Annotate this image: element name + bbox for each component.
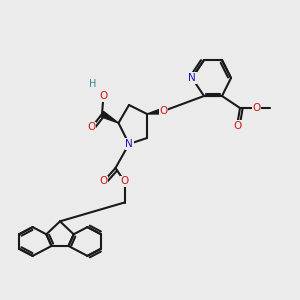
Text: O: O <box>87 122 96 133</box>
Text: N: N <box>125 139 133 149</box>
Polygon shape <box>147 108 164 114</box>
Text: O: O <box>233 121 241 131</box>
Text: O: O <box>99 176 108 187</box>
Text: O: O <box>252 103 261 113</box>
Text: O: O <box>120 176 129 187</box>
Text: O: O <box>99 91 108 101</box>
Text: H: H <box>89 79 97 89</box>
Polygon shape <box>100 111 118 123</box>
Text: N: N <box>188 73 196 83</box>
Text: O: O <box>159 106 168 116</box>
